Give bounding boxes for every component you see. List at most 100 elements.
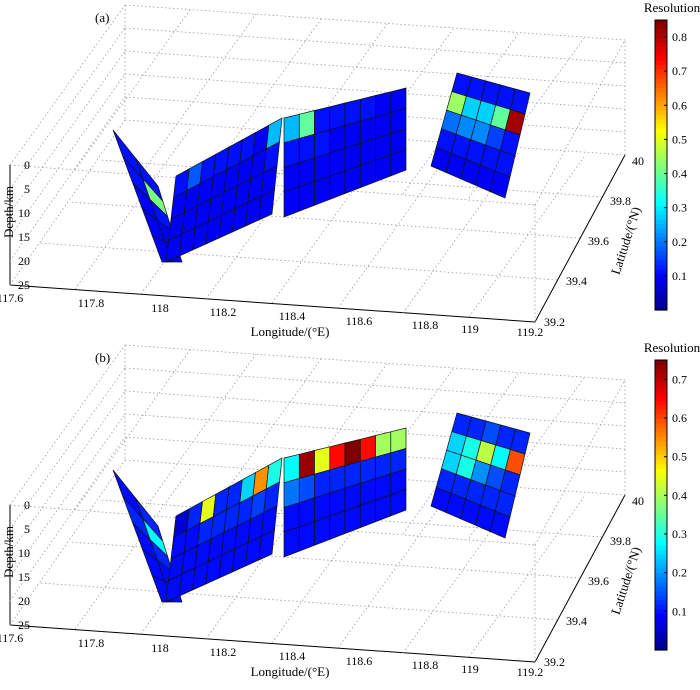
colorbar-swatch [655, 260, 667, 266]
colorbar-swatch [655, 87, 667, 94]
colorbar-swatch [655, 232, 667, 239]
colorbar-swatch [655, 92, 667, 98]
fault-cell [283, 186, 300, 218]
panel-b-wall-z1 [124, 367, 626, 404]
colorbar-swatch [655, 119, 667, 125]
colorbar-swatch [655, 106, 667, 112]
panel-a-colorbar: 0.1 0.2 0.3 0.4 0.5 0.6 0.7 0.8 [654, 19, 687, 311]
fault-cell [329, 170, 346, 200]
colorbar-swatch [655, 210, 667, 216]
panel-a-grid-x5 [337, 147, 454, 309]
colorbar-swatch [655, 110, 667, 116]
colorbar-swatch [655, 545, 667, 551]
colorbar-swatch [655, 196, 667, 202]
panel-a-grid-x1 [74, 128, 191, 290]
colorbar-swatch [655, 400, 667, 406]
fault-cell [314, 106, 331, 135]
colorbar-swatch [655, 146, 667, 153]
colorbar-swatch [655, 29, 667, 35]
colorbar-swatch [655, 47, 667, 53]
colorbar-swatch [655, 604, 667, 610]
colorbar-swatch [655, 246, 667, 252]
colorbar-swatch [655, 42, 667, 48]
panel-b-x-tick: 118 [151, 641, 169, 655]
panel-b-y-axis-label: Latitude/(°N) [608, 545, 644, 616]
fault-cell [314, 515, 331, 546]
colorbar-swatch [655, 264, 667, 270]
colorbar-swatch [655, 360, 667, 366]
panel-a-x-tick: 118.6 [346, 314, 373, 328]
colorbar-swatch [655, 432, 667, 438]
colorbar-swatch [655, 640, 667, 647]
colorbar-swatch [655, 396, 667, 402]
colorbar-swatch [655, 405, 667, 411]
colorbar-frame [654, 19, 668, 311]
colorbar-swatch [655, 51, 667, 57]
panel-b-y-tick: 39.4 [566, 614, 587, 628]
colorbar-swatch [655, 300, 667, 307]
colorbar-swatch [655, 83, 667, 89]
fault-cell [258, 529, 275, 561]
colorbar-swatch [655, 269, 667, 275]
colorbar-swatch [655, 532, 667, 538]
colorbar-swatch [655, 137, 667, 143]
panel-b: 117.6 117.8 118 118.2 118.4 118.6 118.8 … [0, 340, 700, 679]
colorbar-swatch [655, 414, 667, 420]
panel-a-wall-x6 [402, 33, 519, 195]
panel-b-x-ticks: 117.6 117.8 118 118.2 118.4 118.6 118.8 … [0, 631, 543, 679]
colorbar-swatch [655, 369, 667, 375]
colorbar-swatch [655, 559, 667, 565]
colorbar-swatch [655, 486, 667, 493]
panel-b-x-tick: 118.2 [210, 645, 237, 659]
panel-b-z-ticks: 0 5 10 15 20 25 [18, 498, 30, 632]
colorbar-swatch [655, 56, 667, 62]
colorbar-swatch [655, 192, 667, 198]
colorbar-swatch [655, 464, 667, 470]
colorbar-swatch [655, 273, 667, 279]
panel-b-colorbar: 0.1 0.2 0.3 0.4 0.5 0.6 0.7 [654, 359, 687, 651]
colorbar-swatch [655, 296, 667, 302]
colorbar-tick-label: 0.6 [672, 411, 687, 425]
panel-b-x-axis-label: Longitude/(°E) [251, 664, 330, 679]
panel-b-grid-y1 [39, 582, 558, 621]
colorbar-swatch [655, 636, 667, 642]
colorbar-swatch [655, 78, 667, 85]
fault-cell [283, 113, 300, 144]
panel-a-x-tick: 118 [151, 301, 169, 315]
panel-a-y-tick: 39.8 [610, 194, 631, 208]
panel-a-colorbar-title: Resolution [644, 0, 700, 15]
colorbar-swatch [655, 482, 667, 488]
colorbar-swatch [655, 577, 667, 583]
fault-cell [329, 510, 346, 540]
colorbar-swatch [655, 391, 667, 397]
colorbar-swatch [655, 618, 667, 624]
colorbar-swatch [655, 595, 667, 601]
colorbar-swatch [655, 437, 667, 443]
panel-b-z-tick: 10 [18, 546, 30, 560]
panel-b-x-tick: 117.8 [78, 636, 105, 650]
fault-cell [329, 442, 346, 471]
panel-b-x-tick: 117.6 [0, 631, 23, 645]
colorbar-swatch [655, 627, 667, 633]
fault-cell [489, 170, 511, 199]
colorbar-swatch [655, 418, 667, 425]
panel-b-x-tick: 119.2 [517, 665, 544, 679]
colorbar-swatch [655, 20, 667, 26]
colorbar-swatch [655, 38, 667, 44]
panel-a-right-top-edge [534, 39, 626, 206]
panel-b-y-tick: 40 [632, 494, 644, 508]
panel-a-x-axis-label: Longitude/(°E) [251, 324, 330, 339]
colorbar-swatch [655, 622, 667, 628]
fault-cell [314, 446, 331, 475]
panel-a-segment-3 [283, 87, 407, 218]
panel-b-side-z1 [9, 367, 126, 530]
panel-a-z-axis-label: Depth/km [1, 186, 16, 238]
colorbar-swatch [655, 278, 667, 284]
panel-b-floor-left [9, 459, 126, 626]
colorbar-swatch [655, 441, 667, 447]
panel-b-right-top-edge [534, 379, 626, 546]
colorbar-swatch [655, 536, 667, 542]
colorbar-swatch [655, 174, 667, 180]
colorbar-swatch [655, 586, 667, 592]
